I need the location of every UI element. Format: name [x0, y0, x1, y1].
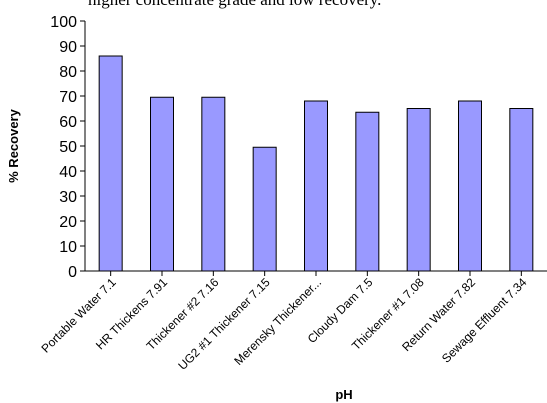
bar	[355, 111, 380, 272]
bar	[406, 108, 431, 272]
y-tick-label: 100	[50, 14, 77, 31]
bar	[458, 100, 482, 272]
y-tick-label: 60	[59, 114, 77, 131]
y-tick-label: 50	[59, 139, 77, 156]
x-category-label: Sewage Effluent 7.34	[439, 275, 530, 366]
bar	[98, 55, 123, 272]
x-category-label: UG2 #1 Thickener 7.15	[175, 275, 273, 373]
y-tick-label: 20	[59, 214, 77, 231]
bar	[304, 100, 328, 272]
y-axis-ticks: 0 10 20 30 40 50 60 70 80 90 100	[50, 14, 85, 281]
caption-text: higher concentrate grade and low recover…	[88, 0, 381, 10]
bar	[150, 96, 174, 272]
bar	[201, 96, 226, 272]
x-category-label: Merensky Thickener...	[231, 275, 324, 368]
y-tick-label: 40	[59, 164, 77, 181]
y-tick-label: 0	[68, 264, 77, 281]
x-axis-title: pH	[335, 387, 352, 402]
bars-group	[98, 55, 534, 276]
y-axis-title: % Recovery	[6, 108, 21, 182]
bar	[252, 146, 277, 272]
y-tick-label: 80	[59, 64, 77, 81]
y-tick-label: 10	[59, 239, 77, 256]
y-tick-label: 30	[59, 189, 77, 206]
y-tick-label: 70	[59, 89, 77, 106]
y-tick-label: 90	[59, 39, 77, 56]
category-labels: Portable Water 7.1HR Thickens 7.91Thicke…	[38, 275, 529, 373]
bar	[509, 108, 534, 272]
